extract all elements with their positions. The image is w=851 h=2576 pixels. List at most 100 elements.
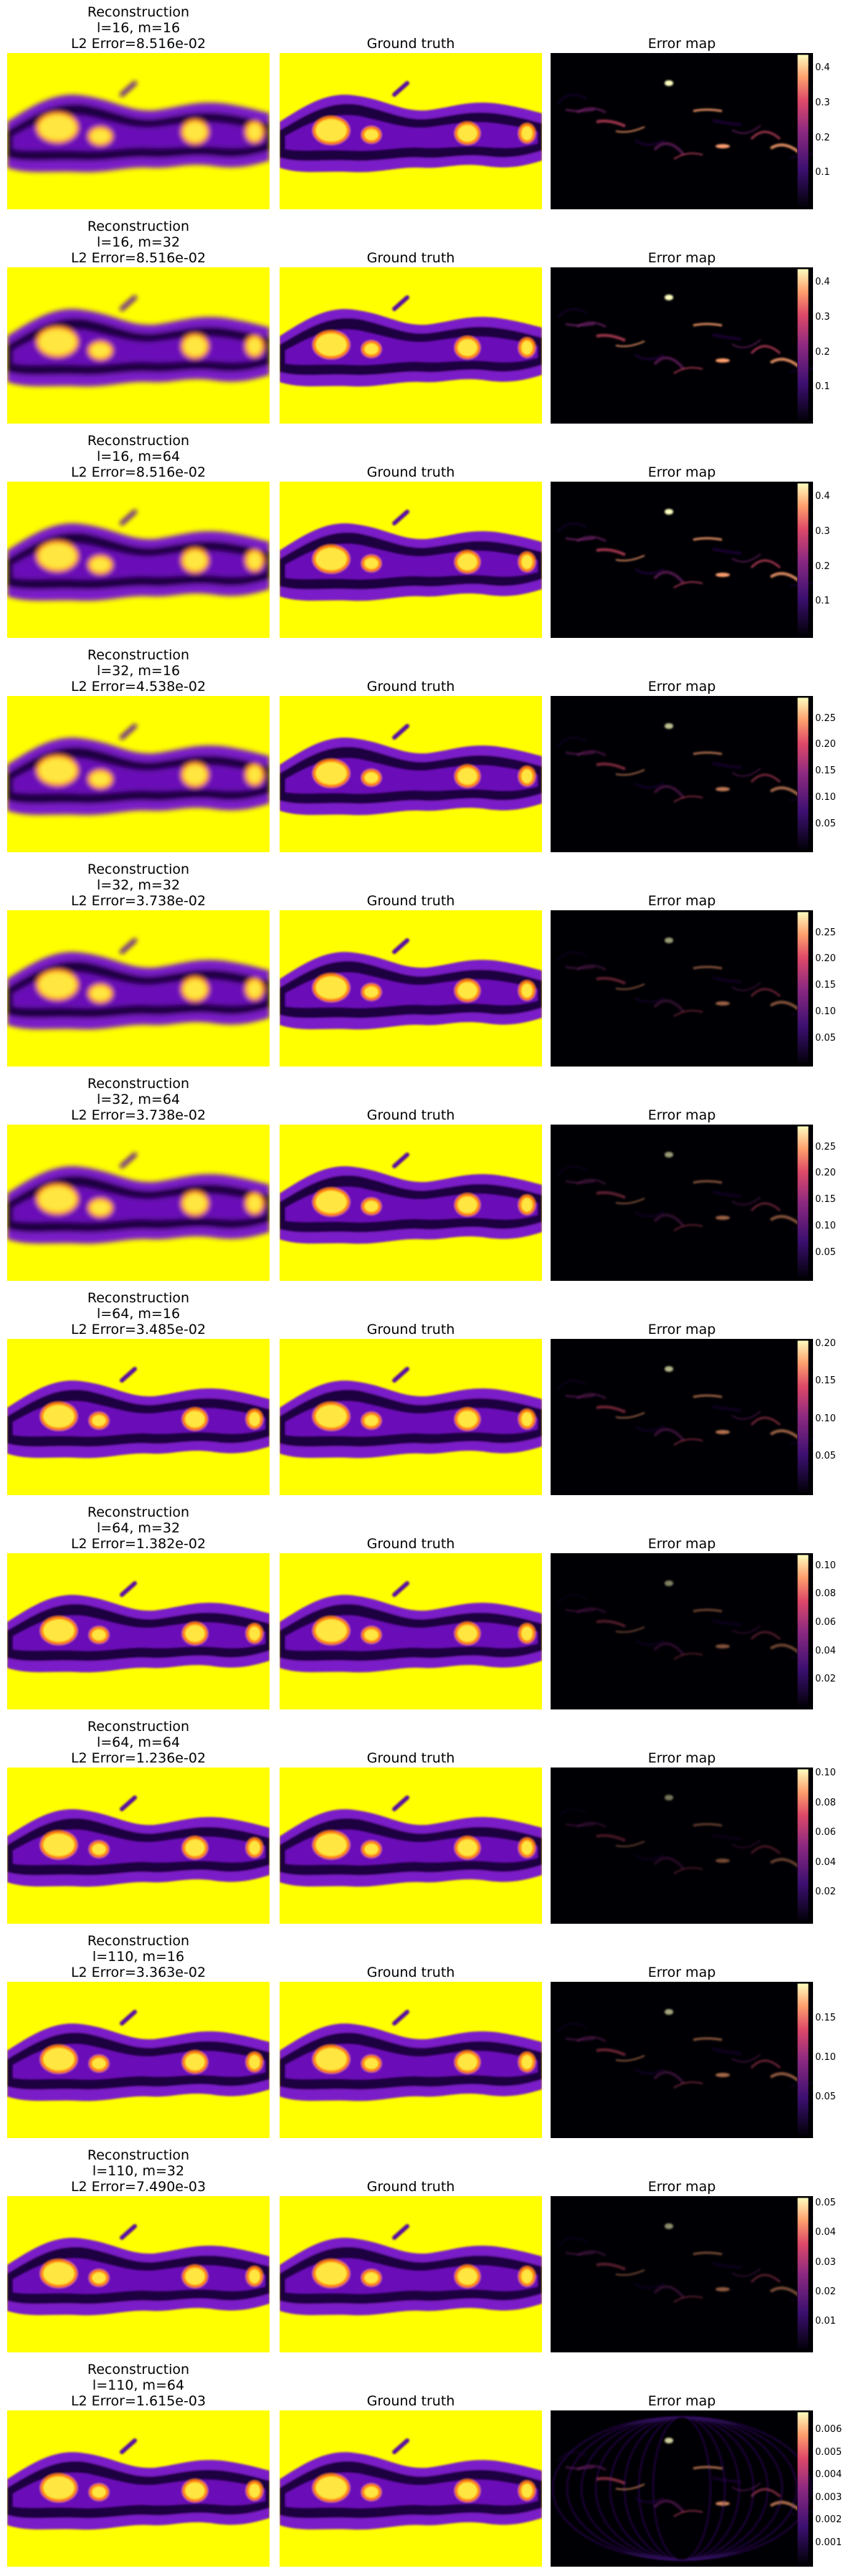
colorbar-tick-label: 0.003 [809,2492,842,2503]
ground-truth-heatmap [280,267,542,424]
colorbar-tick-label: 0.005 [809,2447,842,2458]
ground-truth-heatmap [280,1982,542,2138]
reconstruction-column-label: Reconstruction [87,1719,190,1735]
colorbar-tick-label: 0.10 [809,1413,836,1424]
colorbar-tick-label: 0.4 [809,492,830,502]
error-map-title: Error map [647,1536,716,1552]
colorbar-tick-label: 0.4 [809,277,830,287]
reconstruction-heatmap [7,696,270,852]
reconstruction-heatmap [7,1339,270,1495]
ground-truth-heatmap [280,53,542,209]
reconstruction-title: Reconstruction l=64, m=32 L2 Error=1.382… [7,1504,270,1552]
colorbar-ticks: 0.05 0.10 0.15 0.20 [809,1339,851,1494]
reconstruction-heatmap [7,1125,270,1281]
colorbar-tick-label: 0.3 [809,527,830,537]
reconstruction-title: Reconstruction l=64, m=64 L2 Error=1.236… [7,1719,270,1766]
ground-truth-heatmap [280,1768,542,1924]
error-map-heatmap [551,1768,813,1924]
colorbar [797,1769,809,1922]
ground-truth-title: Ground truth [366,1536,455,1552]
figure-row: Reconstruction l=16, m=64 L2 Error=8.516… [0,433,851,647]
reconstruction-heatmap [7,53,270,209]
ground-truth-title: Ground truth [366,1322,455,1337]
reconstruction-heatmap [7,267,270,424]
error-map-heatmap [551,53,813,209]
l2-error-label: L2 Error=8.516e-02 [70,250,206,266]
ground-truth-heatmap [280,696,542,852]
colorbar-tick-label: 0.1 [809,168,830,178]
colorbar-tick-label: 0.1 [809,596,830,606]
ground-truth-title: Ground truth [366,464,455,480]
l2-error-label: L2 Error=3.363e-02 [70,1965,206,1980]
reconstruction-title: Reconstruction l=64, m=16 L2 Error=3.485… [7,1290,270,1337]
error-map-title: Error map [647,893,716,909]
figure-row: Reconstruction l=64, m=32 L2 Error=1.382… [0,1504,851,1719]
reconstruction-heatmap [7,2410,270,2567]
colorbar-tick-label: 0.20 [809,1339,836,1349]
colorbar-tick-label: 0.001 [809,2537,842,2548]
colorbar-tick-label: 0.10 [809,2053,836,2063]
colorbar-tick-label: 0.15 [809,2013,836,2023]
ground-truth-title: Ground truth [366,2393,455,2409]
colorbar-tick-label: 0.10 [809,1221,836,1231]
error-map-title: Error map [647,2179,716,2195]
error-map-title: Error map [647,1965,716,1980]
reconstruction-column-label: Reconstruction [87,1933,190,1949]
l2-error-label: L2 Error=1.615e-03 [70,2393,206,2409]
lm-label: l=32, m=32 [96,877,181,893]
reconstruction-title: Reconstruction l=110, m=32 L2 Error=7.49… [7,2147,270,2195]
colorbar-tick-label: 0.05 [809,1034,836,1044]
reconstruction-title: Reconstruction l=16, m=32 L2 Error=8.516… [7,219,270,266]
figure-row: Reconstruction l=64, m=16 L2 Error=3.485… [0,1290,851,1504]
colorbar [797,697,809,851]
colorbar-tick-label: 0.08 [809,1798,836,1808]
colorbar [797,483,809,636]
lm-label: l=64, m=64 [96,1735,181,1750]
ground-truth-title: Ground truth [366,1107,455,1123]
colorbar-tick-label: 0.10 [809,793,836,803]
colorbar-ticks: 0.1 0.2 0.3 0.4 [809,54,851,208]
colorbar [797,2198,809,2351]
colorbar-ticks: 0.01 0.02 0.03 0.04 0.05 [809,2198,851,2351]
reconstruction-column-label: Reconstruction [87,862,190,877]
lm-label: l=16, m=32 [96,234,181,250]
colorbar-ticks: 0.05 0.10 0.15 0.20 0.25 [809,697,851,851]
error-map-title: Error map [647,1750,716,1766]
error-map-heatmap [551,482,813,638]
figure-row: Reconstruction l=32, m=16 L2 Error=4.538… [0,647,851,862]
ground-truth-heatmap [280,482,542,638]
figure-row: Reconstruction l=110, m=32 L2 Error=7.49… [0,2147,851,2362]
reconstruction-column-label: Reconstruction [87,1504,190,1520]
reconstruction-column-label: Reconstruction [87,647,190,663]
colorbar-tick-label: 0.25 [809,927,836,938]
error-map-title: Error map [647,2393,716,2409]
error-map-heatmap [551,2196,813,2352]
reconstruction-heatmap [7,482,270,638]
colorbar-tick-label: 0.02 [809,1674,836,1684]
reconstruction-title: Reconstruction l=110, m=16 L2 Error=3.36… [7,1933,270,1980]
figure-row: Reconstruction l=110, m=16 L2 Error=3.36… [0,1933,851,2147]
colorbar-tick-label: 0.006 [809,2425,842,2435]
colorbar-ticks: 0.05 0.10 0.15 0.20 0.25 [809,1126,851,1279]
colorbar-tick-label: 0.1 [809,382,830,392]
colorbar-tick-label: 0.04 [809,1857,836,1868]
ground-truth-heatmap [280,1125,542,1281]
colorbar-tick-label: 0.002 [809,2515,842,2525]
lm-label: l=64, m=16 [96,1306,181,1322]
colorbar-ticks: 0.05 0.10 0.15 0.20 0.25 [809,912,851,1065]
error-map-title: Error map [647,1107,716,1123]
reconstruction-title: Reconstruction l=32, m=16 L2 Error=4.538… [7,647,270,695]
colorbar-tick-label: 0.05 [809,1248,836,1258]
l2-error-label: L2 Error=8.516e-02 [70,464,206,480]
colorbar-tick-label: 0.06 [809,1618,836,1628]
colorbar-ticks: 0.05 0.10 0.15 [809,1983,851,2137]
colorbar [797,2412,809,2565]
ground-truth-heatmap [280,2196,542,2352]
colorbar-tick-label: 0.20 [809,740,836,750]
colorbar-tick-label: 0.01 [809,2316,836,2327]
error-map-heatmap [551,696,813,852]
colorbar-tick-label: 0.10 [809,1768,836,1778]
ground-truth-title: Ground truth [366,893,455,909]
colorbar-ticks: 0.001 0.002 0.003 0.004 0.005 0.006 [809,2412,851,2565]
colorbar-tick-label: 0.02 [809,1887,836,1897]
